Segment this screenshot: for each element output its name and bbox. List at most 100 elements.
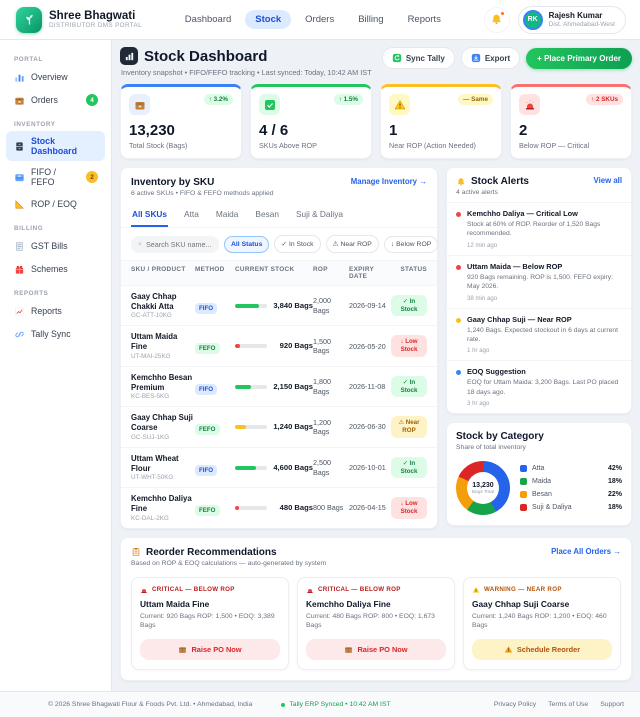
alert-item[interactable]: Kemchho Daliya — Critical Low Stock at 60… <box>447 202 631 255</box>
sidebar-item-gst-bills[interactable]: GST Bills <box>6 235 105 257</box>
top-bar: Shree Bhagwati DISTRIBUTOR DMS PORTAL Da… <box>0 0 640 40</box>
tab-all-skus[interactable]: All SKUs <box>131 204 169 227</box>
nav-dashboard[interactable]: Dashboard <box>184 14 232 25</box>
kpi-value: 13,230 <box>129 122 175 139</box>
inventory-panel: Inventory by SKU 6 active SKUs • FIFO & … <box>120 167 439 529</box>
reorder-severity-tag: CRITICAL — BELOW ROP <box>140 586 280 594</box>
filter-near-rop[interactable]: ⚠ Near ROP <box>325 235 379 253</box>
donut-center-caption: Bags Total <box>471 489 495 495</box>
footer: © 2026 Shree Bhagwati Flour & Foods Pvt.… <box>0 691 640 717</box>
export-button[interactable]: Export <box>460 47 521 69</box>
sidebar-item-stock-dashboard[interactable]: Stock Dashboard <box>6 131 105 161</box>
stock-bar <box>235 384 267 389</box>
nav-orders[interactable]: Orders <box>305 14 335 25</box>
alert-item[interactable]: Gaay Chhap Suji — Near ROP 1,240 Bags. Ex… <box>447 307 631 361</box>
reorder-sku-name: Uttam Maida Fine <box>140 598 210 609</box>
privacy-policy-link[interactable]: Privacy Policy <box>493 701 537 708</box>
clipboard-icon <box>132 548 140 557</box>
method-pill: FIFO <box>195 464 218 476</box>
kpi-label: Near ROP (Action Needed) <box>389 141 476 150</box>
terms-of-use-link[interactable]: Terms of Use <box>548 701 589 708</box>
tab-maida[interactable]: Maida <box>215 209 239 219</box>
orders-count-badge: 4 <box>86 94 98 106</box>
raise-po-button[interactable]: Raise PO Now <box>306 638 446 660</box>
bar-chart-icon <box>13 71 25 83</box>
stock-bar <box>235 303 267 308</box>
table-row[interactable]: Uttam Wheat Flour UT-WHT-50KG FIFO 4,600 … <box>121 448 437 489</box>
support-link[interactable]: Support <box>600 701 625 708</box>
category-legend: Atta 42% Maida 18% Besan 22% Suji & Daliya 1… <box>520 462 622 514</box>
kpi-near-rop: — Same 1 Near ROP (Action Needed) <box>380 84 502 159</box>
stock-dashboard-icon <box>120 47 138 65</box>
tab-suji-daliya[interactable]: Suji & Daliya <box>295 209 343 219</box>
sku-search[interactable] <box>131 235 219 253</box>
sidebar-item-reports[interactable]: Reports <box>6 300 105 322</box>
nav-billing[interactable]: Billing <box>358 14 384 25</box>
raise-po-button[interactable]: Raise PO Now <box>140 638 280 660</box>
kpi-trend-badge: ↑ 1.5% <box>333 94 363 105</box>
warning-icon <box>472 586 480 593</box>
reorder-panel: Reorder Recommendations Based on ROP & E… <box>120 536 632 681</box>
kpi-below-rop: ↑ 2 SKUs 2 Below ROP — Critical <box>510 84 632 159</box>
search-input[interactable] <box>146 239 212 249</box>
table-header: SKU / PRODUCT METHOD CURRENT STOCK ROP E… <box>121 260 437 286</box>
alerts-heading: Stock Alerts 4 active alerts <box>456 176 529 196</box>
place-all-orders-link[interactable]: Place All Orders → <box>551 546 621 556</box>
user-subtitle: Dist. Ahmedabad-West <box>548 20 615 28</box>
sidebar-item-orders[interactable]: Orders 4 <box>6 89 105 111</box>
legend-item: Besan 22% <box>520 488 622 501</box>
sidebar-item-rop-eoq[interactable]: ROP / EOQ <box>6 193 105 215</box>
check-icon <box>259 94 280 115</box>
place-primary-order-button[interactable]: + Place Primary Order <box>526 47 632 69</box>
stock-alerts-panel: Stock Alerts 4 active alerts View all Ke… <box>446 167 632 414</box>
schedule-reorder-button[interactable]: Schedule Reorder <box>472 638 612 660</box>
sidebar-item-label: Schemes <box>31 264 68 274</box>
download-icon <box>471 53 480 63</box>
notifications-button[interactable] <box>483 6 510 33</box>
nav-reports[interactable]: Reports <box>407 14 441 25</box>
warning-icon <box>504 645 513 653</box>
sidebar-item-tally-sync[interactable]: Tally Sync <box>6 323 105 345</box>
reorder-severity-tag: CRITICAL — BELOW ROP <box>306 586 446 594</box>
page-header: Stock Dashboard Inventory snapshot • FIF… <box>120 47 632 77</box>
kpi-row: ↑ 3.2% 13,230 Total Stock (Bags) ↑ 1.5% … <box>120 84 632 159</box>
user-name: Rajesh Kumar <box>548 11 603 21</box>
sidebar-item-label: ROP / EOQ <box>31 199 77 209</box>
package-icon <box>345 647 353 653</box>
sidebar-item-label: Reports <box>31 306 62 316</box>
siren-icon <box>141 588 147 593</box>
page-header-left: Stock Dashboard Inventory snapshot • FIF… <box>120 47 372 77</box>
filter-all-status[interactable]: All Status <box>224 235 270 253</box>
footer-links: Privacy Policy Terms of Use Support <box>391 701 624 708</box>
table-row[interactable]: Uttam Maida Fine UT-MAI-25KG FEFO 920 Bag… <box>121 326 437 367</box>
brand-text: Shree Bhagwati DISTRIBUTOR DMS PORTAL <box>49 10 142 30</box>
status-badge: ↓ Low Stock <box>391 335 427 357</box>
sidebar-item-schemes[interactable]: Schemes <box>6 258 105 280</box>
sidebar-item-fifo-fefo[interactable]: FIFO / FEFO 2 <box>6 162 105 192</box>
tab-besan[interactable]: Besan <box>255 209 279 219</box>
user-menu[interactable]: RK Rajesh Kumar Dist. Ahmedabad-West <box>517 5 626 34</box>
legend-swatch <box>520 504 527 511</box>
alerts-subtitle: 4 active alerts <box>456 189 498 196</box>
filter-below-rop[interactable]: ↓ Below ROP <box>383 235 439 253</box>
table-row[interactable]: Gaay Chhap Chakki Atta GC-ATT-10KG FIFO 3… <box>121 286 437 327</box>
manage-inventory-link[interactable]: Manage Inventory → <box>350 177 427 186</box>
receipt-icon <box>13 240 25 252</box>
method-pill: FIFO <box>195 383 218 395</box>
page-actions: Sync Tally Export + Place Primary Order <box>381 47 632 69</box>
nav-stock[interactable]: Stock <box>245 10 292 29</box>
sync-tally-button[interactable]: Sync Tally <box>381 47 455 69</box>
table-row[interactable]: Kemchho Daliya Fine KC-DAL-2KG FEFO 480 B… <box>121 488 437 527</box>
reorder-detail: Current: 1,240 Bags ROP: 1,200 • EOQ: 46… <box>472 612 607 630</box>
alert-item[interactable]: EOQ Suggestion EOQ for Uttam Maida: 3,200… <box>447 360 631 413</box>
alert-item[interactable]: Uttam Maida — Below ROP 920 Bags remainin… <box>447 254 631 308</box>
sidebar-item-overview[interactable]: Overview <box>6 66 105 88</box>
tab-atta[interactable]: Atta <box>184 209 199 219</box>
table-row[interactable]: Gaay Chhap Suji Coarse GC-SUJ-1KG FEFO 1,… <box>121 407 437 448</box>
search-icon <box>138 242 142 246</box>
table-row[interactable]: Kemchho Besan Premium KC-BES-5KG FIFO 2,1… <box>121 367 437 408</box>
reorder-subtitle: Based on ROP & EOQ calculations — auto-g… <box>131 559 327 567</box>
filter-in-stock[interactable]: ✓ In Stock <box>274 235 321 253</box>
view-all-alerts-link[interactable]: View all <box>593 176 622 185</box>
legend-item: Atta 42% <box>520 462 622 475</box>
